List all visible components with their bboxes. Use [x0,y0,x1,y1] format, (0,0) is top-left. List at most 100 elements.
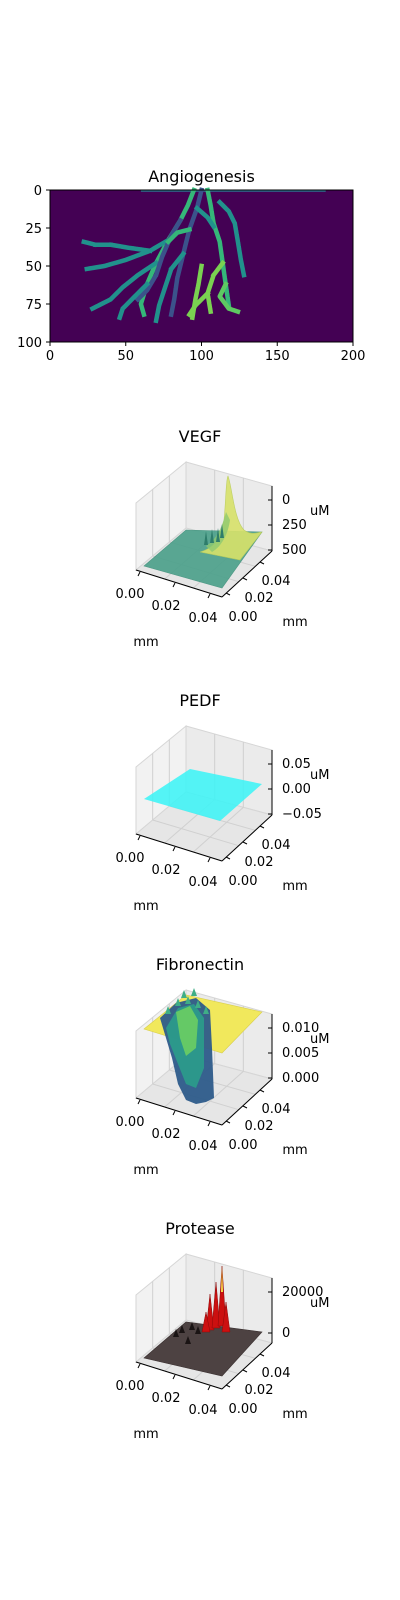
vessel-1 [83,237,172,272]
y-axis-line [221,1078,273,1126]
vessel-5 [116,281,151,321]
x-tick [172,846,176,852]
y-tick-label: 0.00 [229,874,258,889]
z-tick-label: 0.05 [282,757,311,772]
z-tick-label: −0.05 [282,807,322,822]
surface-ridge-0 [165,1006,171,1014]
y-tick [225,856,231,860]
x-tick-label: 0.00 [116,1379,145,1394]
y-tick [259,1089,265,1093]
y-axis-line [221,1342,273,1390]
surface-ridge-1 [175,998,181,1006]
x-tick-label: 200 [341,349,366,364]
surface-spike-2 [216,528,220,542]
x-tick [137,835,141,841]
fibronectin-panel: Fibronectin 0.00 0.02 0.04 mm 0.00 0.02 0.04 mm 0… [116,955,330,1178]
surface-spike-3 [220,524,224,538]
chart-title: PEDF [179,691,220,710]
x-tick [207,1121,211,1127]
surface-peak-2 [217,1265,227,1327]
x-tick-label: 0.04 [189,1403,218,1418]
pedf-panel: PEDF 0.00 0.02 0.04 mm 0.00 0.02 0.04 mm 0.05 0.00… [116,691,330,914]
z-tick-label: 0.005 [282,1046,319,1061]
chart-title: Angiogenesis [148,167,255,186]
surface-spike-0 [204,531,208,545]
y-tick [225,592,231,596]
vessel-11 [205,259,226,315]
y-tick-label: 0.02 [245,855,274,870]
x-axis-unit: mm [133,635,158,650]
z-axis-unit: uM [310,768,329,783]
x-axis-line [135,833,223,862]
y-tick-label: 25 [25,222,42,237]
y-tick [242,841,248,845]
vessel-12 [186,290,211,318]
vessel-2 [80,238,153,254]
x-tick-label: 50 [117,349,134,364]
angiogenesis-panel: Angiogenesis 0 50 100 150 200 0 25 50 75 100 [17,167,365,364]
z-tick-label: 0.010 [282,1021,319,1036]
y-axis-unit: mm [282,1143,307,1158]
y-tick-label: 0.00 [229,1138,258,1153]
vessel-7 [153,250,187,324]
y-tick-label: 0.04 [262,1366,291,1381]
x-tick-label: 0.02 [152,599,181,614]
z-axis-unit: uM [310,504,329,519]
x-axis-line [135,1097,223,1126]
surface-floor [143,1321,263,1377]
vessel-15 [193,205,217,230]
x-axis-unit: mm [133,1163,158,1178]
y-tick-label: 0.04 [262,838,291,853]
surface-plane [144,769,262,821]
x-tick-label: 0.04 [189,1139,218,1154]
z-tick-label: 0 [282,493,290,508]
y-tick-label: 0.02 [245,591,274,606]
surface-spike-1 [210,529,214,543]
x-tick [172,582,176,588]
y-tick-label: 0.02 [245,1383,274,1398]
y-axis-unit: mm [282,1407,307,1422]
y-tick-label: 0.00 [229,610,258,625]
x-tick [137,1099,141,1105]
y-tick [242,577,248,581]
y-tick [259,1353,265,1357]
y-tick-label: 0 [34,184,42,199]
y-tick-label: 75 [25,298,42,313]
x-tick [137,1363,141,1369]
x-tick-label: 0.02 [152,863,181,878]
vessel-13 [217,281,241,315]
surface-peak-3 [201,1311,211,1333]
x-tick-label: 0.04 [189,611,218,626]
y-tick-label: 0.00 [229,1402,258,1417]
x-tick [172,1110,176,1116]
z-axis-unit: uM [310,1296,329,1311]
x-tick-label: 0.02 [152,1127,181,1142]
protease-panel: Protease 0.00 0.02 0.04 mm 0.00 0.02 0.04 mm 2000… [116,1219,330,1442]
x-tick-label: 0.00 [116,587,145,602]
x-tick-label: 0.04 [189,875,218,890]
x-tick [172,1374,176,1380]
vessel-3 [89,259,160,312]
z-axis-unit: uM [310,1032,329,1047]
chart-title: VEGF [179,427,222,446]
y-axis-unit: mm [282,615,307,630]
surface-spike-1 [179,1325,185,1333]
x-axis-unit: mm [133,1427,158,1442]
x-tick-label: 150 [265,349,290,364]
y-tick [242,1105,248,1109]
surface-ridge-3 [195,1000,201,1008]
grid-line [193,1070,244,1117]
vegf-panel: VEGF 0.00 0.02 0.04 mm 0.00 0.02 0.04 mm 0 250 500 u… [116,427,330,650]
surface-peak-1 [211,1281,221,1329]
x-tick [207,1385,211,1391]
vessel-4 [134,217,184,303]
surface-ridge-6 [191,988,197,996]
grid-line [152,819,239,847]
y-tick-label: 0.04 [262,574,291,589]
z-tick-label: 0.00 [282,782,311,797]
grid-line [193,806,244,853]
surface-peak-4 [221,1301,231,1333]
z-tick-label: 0.000 [282,1071,319,1086]
chart-title: Protease [165,1219,234,1238]
surface-ridge-4 [203,1006,209,1014]
